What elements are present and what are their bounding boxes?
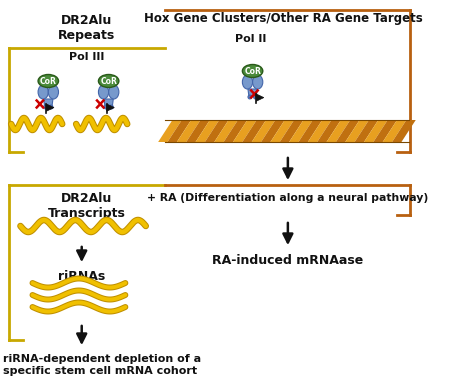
Polygon shape — [104, 99, 113, 106]
Text: Pol III: Pol III — [69, 52, 104, 62]
Ellipse shape — [104, 105, 108, 109]
Polygon shape — [261, 120, 285, 142]
Polygon shape — [177, 120, 201, 142]
Polygon shape — [186, 120, 210, 142]
Polygon shape — [44, 99, 53, 106]
Polygon shape — [317, 120, 341, 142]
Ellipse shape — [248, 95, 252, 99]
Text: riRNAs: riRNAs — [58, 270, 105, 283]
Polygon shape — [355, 120, 378, 142]
Polygon shape — [167, 120, 191, 142]
Polygon shape — [336, 120, 360, 142]
Text: riRNA-dependent depletion of a
specific stem cell mRNA cohort: riRNA-dependent depletion of a specific … — [3, 354, 201, 376]
Polygon shape — [46, 104, 54, 111]
Polygon shape — [327, 120, 350, 142]
Text: + RA (Differentiation along a neural pathway): + RA (Differentiation along a neural pat… — [147, 193, 428, 203]
Polygon shape — [374, 120, 397, 142]
Ellipse shape — [99, 74, 119, 87]
Polygon shape — [205, 120, 229, 142]
Ellipse shape — [243, 75, 252, 89]
Polygon shape — [256, 94, 264, 101]
Polygon shape — [158, 120, 182, 142]
Polygon shape — [382, 120, 406, 142]
Polygon shape — [233, 120, 256, 142]
Polygon shape — [364, 120, 387, 142]
Ellipse shape — [48, 85, 58, 99]
Polygon shape — [270, 120, 294, 142]
Ellipse shape — [49, 105, 53, 109]
Text: RA-induced mRNAase: RA-induced mRNAase — [212, 254, 364, 267]
Polygon shape — [252, 120, 275, 142]
Text: DR2Alu
Transcripts: DR2Alu Transcripts — [47, 192, 125, 220]
Ellipse shape — [110, 105, 113, 109]
Polygon shape — [345, 120, 369, 142]
Ellipse shape — [38, 74, 58, 87]
Polygon shape — [196, 120, 219, 142]
Polygon shape — [214, 120, 238, 142]
Text: CoR: CoR — [100, 76, 117, 85]
Text: CoR: CoR — [244, 67, 261, 76]
Ellipse shape — [44, 105, 47, 109]
Polygon shape — [243, 120, 266, 142]
Polygon shape — [280, 120, 303, 142]
Text: CoR: CoR — [40, 76, 57, 85]
Ellipse shape — [243, 65, 263, 78]
Polygon shape — [248, 89, 257, 96]
Polygon shape — [392, 120, 416, 142]
Polygon shape — [107, 104, 114, 111]
Text: Hox Gene Clusters/Other RA Gene Targets: Hox Gene Clusters/Other RA Gene Targets — [144, 12, 423, 25]
Ellipse shape — [108, 85, 119, 99]
Ellipse shape — [253, 95, 257, 99]
Ellipse shape — [38, 85, 48, 99]
Ellipse shape — [99, 85, 108, 99]
Polygon shape — [289, 120, 313, 142]
Text: DR2Alu
Repeats: DR2Alu Repeats — [58, 14, 115, 42]
Polygon shape — [224, 120, 248, 142]
Polygon shape — [308, 120, 332, 142]
Ellipse shape — [252, 75, 263, 89]
Polygon shape — [298, 120, 322, 142]
Text: Pol II: Pol II — [235, 34, 266, 44]
